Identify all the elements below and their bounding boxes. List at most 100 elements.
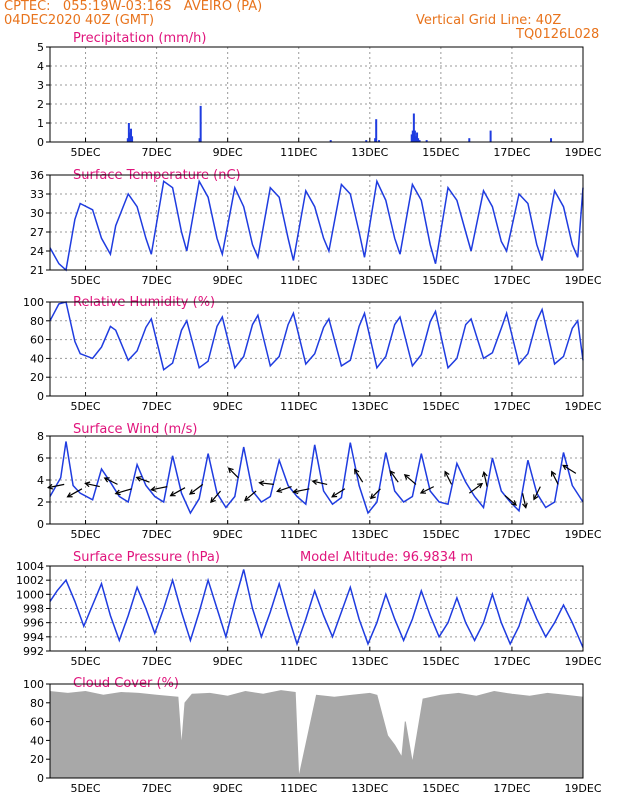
wind-vector-arrowhead	[481, 470, 488, 478]
wind-vector-arrow	[468, 483, 483, 494]
wind-x-tick-label: 13DEC	[351, 528, 388, 541]
cloud-frame	[49, 683, 584, 779]
rh-series-line	[49, 301, 584, 371]
precip-bar	[417, 138, 420, 142]
cloud-y-tick-label: 80	[30, 697, 44, 710]
wind-frame	[49, 435, 584, 525]
precip-bar	[425, 140, 428, 142]
cloud-x-tick-label: 11DEC	[280, 782, 317, 795]
wind-vector-arrow	[85, 482, 100, 488]
precip-bar	[411, 130, 414, 142]
temp-x-tick-label: 13DEC	[351, 274, 388, 287]
precip-bar	[374, 138, 377, 142]
wind-vector-arrow	[67, 488, 83, 498]
pressure-y-tick-label: 1004	[16, 560, 44, 573]
pressure-x-tick-label: 17DEC	[493, 655, 530, 668]
pressure-x-tick-label: 13DEC	[351, 655, 388, 668]
wind-vector-arrowhead	[311, 479, 318, 485]
pressure-y-tick-label: 996	[23, 617, 44, 630]
precip-x-tick-label: 15DEC	[422, 146, 459, 159]
wind-y-tick-label: 2	[37, 496, 44, 509]
wind-vector-arrowhead	[533, 494, 539, 501]
wind-x-tick-label: 17DEC	[493, 528, 530, 541]
precip-bar	[199, 105, 202, 142]
wind-vector-arrow	[228, 467, 239, 479]
precip-bar	[412, 113, 415, 142]
pressure-x-tick-label: 19DEC	[564, 655, 601, 668]
wind-vector-arrowhead	[135, 476, 142, 482]
wind-vector-arrow	[483, 472, 488, 487]
wind-vector-arrowhead	[103, 477, 110, 483]
temp-y-tick-label: 21	[30, 264, 44, 277]
precip-bar	[329, 140, 332, 142]
wind-vector-arrow	[259, 482, 274, 485]
wind-vector-arrow	[170, 487, 186, 497]
cloud-y-tick-label: 60	[30, 716, 44, 729]
rh-x-tick-label: 9DEC	[213, 400, 243, 413]
precip-bar	[414, 136, 417, 142]
temp-frame	[49, 174, 584, 271]
precip-bar	[375, 119, 378, 142]
wind-vector-arrowhead	[562, 464, 569, 471]
rh-y-tick-label: 20	[30, 371, 44, 384]
precip-bar	[198, 138, 201, 142]
precip-x-tick-label: 13DEC	[351, 146, 388, 159]
header-start-date: 04DEC2020 40Z (GMT)	[4, 13, 155, 28]
precip-bar	[131, 136, 134, 142]
wind-vector-arrow	[48, 483, 65, 489]
wind-vector-arrow	[389, 470, 399, 483]
precip-x-tick-label: 7DEC	[142, 146, 172, 159]
precip-bar	[365, 140, 368, 142]
wind-vector-arrowhead	[258, 480, 265, 487]
wind-vector-arrowhead	[114, 489, 121, 496]
wind-vector-arrow	[136, 476, 150, 483]
precip-bar	[418, 140, 421, 142]
wind-vector-arrow	[444, 471, 453, 485]
wind-vector-arrow	[210, 490, 222, 503]
wind-vector-arrowhead	[389, 469, 395, 477]
pressure-frame	[49, 565, 584, 652]
pressure-x-tick-label: 5DEC	[70, 655, 100, 668]
precip-bar	[550, 138, 553, 142]
rh-y-tick-label: 40	[30, 352, 44, 365]
precip-x-tick-label: 19DEC	[564, 146, 601, 159]
cloud-x-tick-label: 17DEC	[493, 782, 530, 795]
cloud-x-tick-label: 15DEC	[422, 782, 459, 795]
precip-x-tick-label: 17DEC	[493, 146, 530, 159]
wind-vector-arrow	[115, 488, 132, 495]
pressure-y-tick-label: 994	[23, 631, 44, 644]
cloud-x-tick-label: 13DEC	[351, 782, 388, 795]
wind-vector-arrowhead	[403, 473, 410, 480]
wind-x-tick-label: 11DEC	[280, 528, 317, 541]
temp-x-tick-label: 17DEC	[493, 274, 530, 287]
header-model-code: TQ0126L028	[516, 27, 600, 42]
precip-bar	[410, 134, 413, 142]
wind-vector-arrow	[420, 486, 435, 494]
wind-vector-arrow	[404, 474, 417, 485]
wind-x-tick-label: 15DEC	[422, 528, 459, 541]
temp-x-tick-label: 9DEC	[213, 274, 243, 287]
cloud-x-tick-label: 19DEC	[564, 782, 601, 795]
precip-y-tick-label: 3	[37, 79, 44, 92]
wind-title: Surface Wind (m/s)	[73, 422, 197, 437]
rh-x-tick-label: 17DEC	[493, 400, 530, 413]
wind-x-tick-label: 19DEC	[564, 528, 601, 541]
header-vertical-grid: Vertical Grid Line: 40Z	[416, 13, 562, 28]
pressure-title: Surface Pressure (hPa)	[73, 550, 220, 565]
wind-vector-arrow	[244, 490, 257, 502]
precip-x-tick-label: 9DEC	[213, 146, 243, 159]
rh-x-tick-label: 19DEC	[564, 400, 601, 413]
wind-vector-arrow	[189, 483, 204, 495]
wind-vector-arrow	[151, 486, 168, 491]
wind-vector-arrowhead	[331, 492, 338, 498]
wind-vector-arrow	[504, 494, 517, 506]
precip-bar	[127, 123, 130, 142]
pressure-y-tick-label: 992	[23, 645, 44, 658]
temp-y-tick-label: 30	[30, 207, 44, 220]
wind-x-tick-label: 7DEC	[142, 528, 172, 541]
precip-y-tick-label: 2	[37, 98, 44, 111]
pressure-y-tick-label: 1000	[16, 588, 44, 601]
temp-y-tick-label: 24	[30, 245, 44, 258]
